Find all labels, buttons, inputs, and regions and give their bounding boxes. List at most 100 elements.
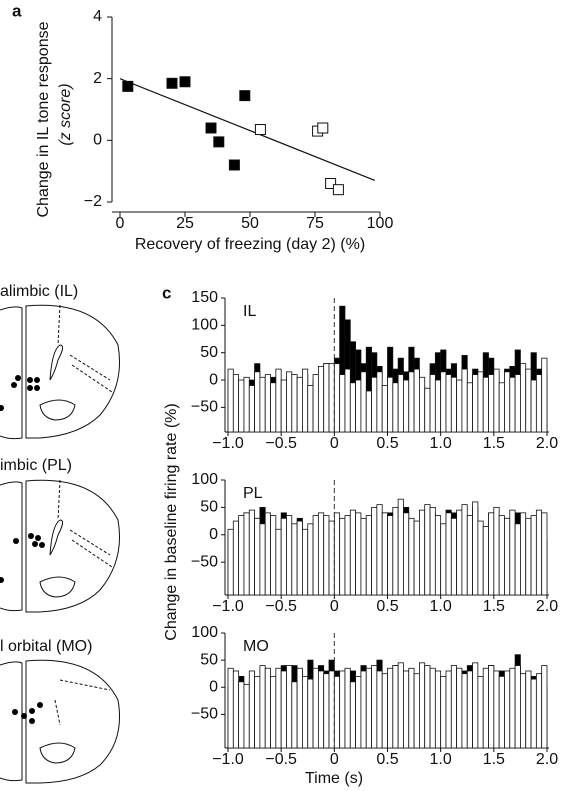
x-tick-label: −1.0 [212, 598, 244, 615]
brain-sections: alimbic (IL) imbic (PL) l orbital (MO) [0, 283, 121, 784]
bar [477, 675, 484, 749]
bar [429, 506, 436, 596]
section-label: l orbital (MO) [0, 638, 92, 655]
point [122, 80, 134, 92]
bar [371, 506, 378, 596]
bar [254, 675, 261, 749]
bar [456, 667, 463, 749]
y-tick-label: 50 [200, 499, 218, 516]
bar [514, 374, 521, 433]
bar [413, 673, 420, 749]
charts: a −2 0 2 4 0 25 50 75 100 Change in IL tone respon… [12, 1, 558, 787]
bar [504, 670, 511, 749]
x-tick-label: 0 [330, 751, 339, 768]
bar [365, 390, 372, 433]
x-tick-label: 0 [330, 598, 339, 615]
section-label: alimbic (IL) [0, 283, 78, 300]
bar [227, 528, 234, 596]
bar [450, 517, 458, 596]
bar [371, 376, 378, 433]
bar [296, 376, 303, 433]
bar [232, 670, 240, 749]
y-tick-label: 0 [209, 526, 218, 543]
bar [275, 528, 282, 596]
bar [286, 515, 293, 596]
y-tick-label: 2 [93, 70, 102, 87]
bar [280, 379, 287, 433]
bar [461, 504, 468, 596]
bar [493, 506, 500, 596]
bar [307, 385, 314, 433]
bar [424, 387, 431, 433]
x-tick-label: −0.5 [265, 435, 297, 452]
bar [312, 374, 319, 433]
bar [445, 512, 452, 596]
bar [440, 371, 447, 433]
bar [312, 667, 319, 749]
bar [264, 374, 271, 433]
bar [472, 501, 479, 596]
section-label: imbic (PL) [0, 457, 72, 474]
bar [413, 520, 420, 596]
bar [387, 515, 394, 596]
bar [232, 374, 240, 433]
panel-label: c [162, 283, 171, 302]
bar [440, 675, 447, 749]
point [317, 122, 329, 134]
bar [349, 382, 356, 433]
bar [403, 670, 410, 749]
bar [525, 517, 532, 596]
bar [302, 528, 309, 596]
y-axis-label: Change in baseline firing rate (%) [163, 403, 180, 640]
bar [248, 509, 255, 596]
bar [344, 515, 351, 596]
bar [333, 675, 341, 749]
x-tick-label: 0.5 [376, 598, 398, 615]
bar [270, 675, 277, 749]
bar [456, 379, 463, 433]
bar [264, 667, 271, 749]
bar [456, 509, 463, 596]
bar [275, 368, 282, 433]
bar [514, 523, 521, 596]
bar [339, 517, 346, 596]
point [205, 122, 217, 134]
x-tick-label: 1.0 [430, 751, 452, 768]
bar [302, 368, 309, 433]
subpanel-label: PL [243, 485, 263, 502]
bar [434, 379, 442, 433]
y-tick-label: 50 [200, 344, 218, 361]
y-tick-label: −50 [191, 553, 218, 570]
bar [328, 520, 335, 596]
bar [541, 665, 548, 749]
x-tick-label: 1.0 [430, 598, 452, 615]
bar [403, 379, 410, 433]
bar [403, 512, 410, 596]
bar [238, 379, 245, 433]
bar [504, 371, 511, 433]
y-tick-label: 100 [191, 317, 218, 334]
bar [270, 382, 277, 433]
bar [376, 670, 383, 749]
bar [376, 371, 383, 433]
point [228, 159, 240, 171]
bar [323, 673, 330, 749]
bar [238, 681, 245, 749]
bar [535, 374, 543, 433]
point [179, 76, 191, 88]
bar [392, 665, 399, 749]
bar [418, 509, 426, 596]
bar [488, 665, 495, 749]
bar [227, 368, 234, 433]
bar [349, 509, 356, 596]
bar [387, 667, 394, 749]
x-tick-label: 75 [306, 215, 324, 232]
x-axis-label: Recovery of freezing (day 2) (%) [135, 236, 365, 253]
bar [424, 665, 431, 749]
bar [504, 517, 511, 596]
bar [520, 673, 527, 749]
bar [227, 667, 234, 749]
bar [328, 670, 335, 749]
bar [482, 376, 489, 433]
